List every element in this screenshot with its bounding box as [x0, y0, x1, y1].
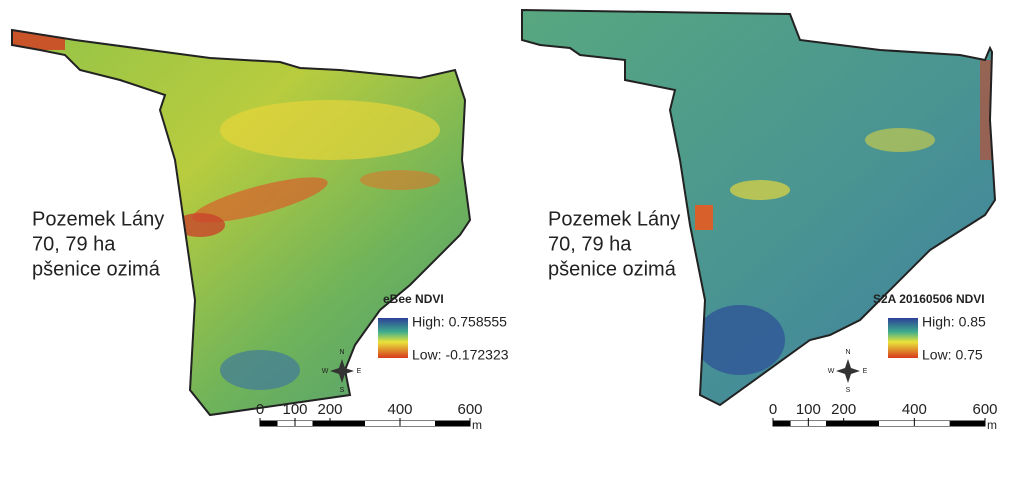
legend-ramp: [378, 318, 408, 358]
scale-segment: [400, 421, 435, 426]
field-label: Pozemek Lány: [548, 208, 680, 230]
scale-unit: m: [987, 418, 997, 432]
scale-label: 100: [282, 401, 307, 418]
scale-segment: [277, 421, 295, 426]
scale-label: 400: [387, 401, 412, 418]
scale-label: 600: [457, 401, 482, 418]
field-label: Pozemek Lány: [32, 208, 164, 230]
scale-label: 200: [317, 401, 342, 418]
compass-rose: [330, 359, 354, 383]
compass-e: E: [357, 368, 362, 375]
scale-segment: [879, 421, 915, 426]
compass-w: W: [828, 368, 835, 375]
compass-e: E: [863, 368, 868, 375]
scale-segment: [808, 421, 826, 426]
field-label: pšenice ozimá: [548, 258, 677, 280]
scale-segment: [826, 421, 844, 426]
field-label: 70, 79 ha: [32, 233, 116, 255]
scale-segment: [312, 421, 330, 426]
scale-label: 600: [972, 401, 997, 418]
scale-unit: m: [472, 418, 482, 432]
compass-rose: [836, 359, 860, 383]
scale-segment: [914, 421, 950, 426]
scale-segment: [790, 421, 809, 426]
scale-label: 400: [902, 401, 927, 418]
compass-n: N: [845, 349, 850, 356]
scale-segment: [365, 421, 400, 426]
scale-segment: [435, 421, 470, 426]
scale-label: 100: [796, 401, 821, 418]
legend-high: High: 0.758555: [412, 314, 507, 330]
compass-s: S: [340, 387, 345, 394]
legend-low: Low: 0.75: [922, 347, 983, 363]
scale-segment: [295, 421, 313, 426]
scale-segment: [843, 421, 879, 426]
scale-segment: [260, 421, 278, 426]
scale-label: 0: [769, 401, 777, 418]
scale-segment: [949, 421, 985, 426]
compass-s: S: [846, 387, 851, 394]
scale-label: 0: [256, 401, 264, 418]
field-label: pšenice ozimá: [32, 258, 161, 280]
scale-segment: [330, 421, 365, 426]
legend-high: High: 0.85: [922, 314, 986, 330]
scale-segment: [773, 421, 791, 426]
field-label: 70, 79 ha: [548, 233, 632, 255]
legend-title: S2A 20160506 NDVI: [873, 292, 985, 306]
compass-w: W: [322, 368, 329, 375]
legend-ramp: [888, 318, 918, 358]
legend-low: Low: -0.172323: [412, 347, 509, 363]
scale-label: 200: [831, 401, 856, 418]
legend-title: eBee NDVI: [383, 292, 444, 306]
compass-n: N: [339, 349, 344, 356]
